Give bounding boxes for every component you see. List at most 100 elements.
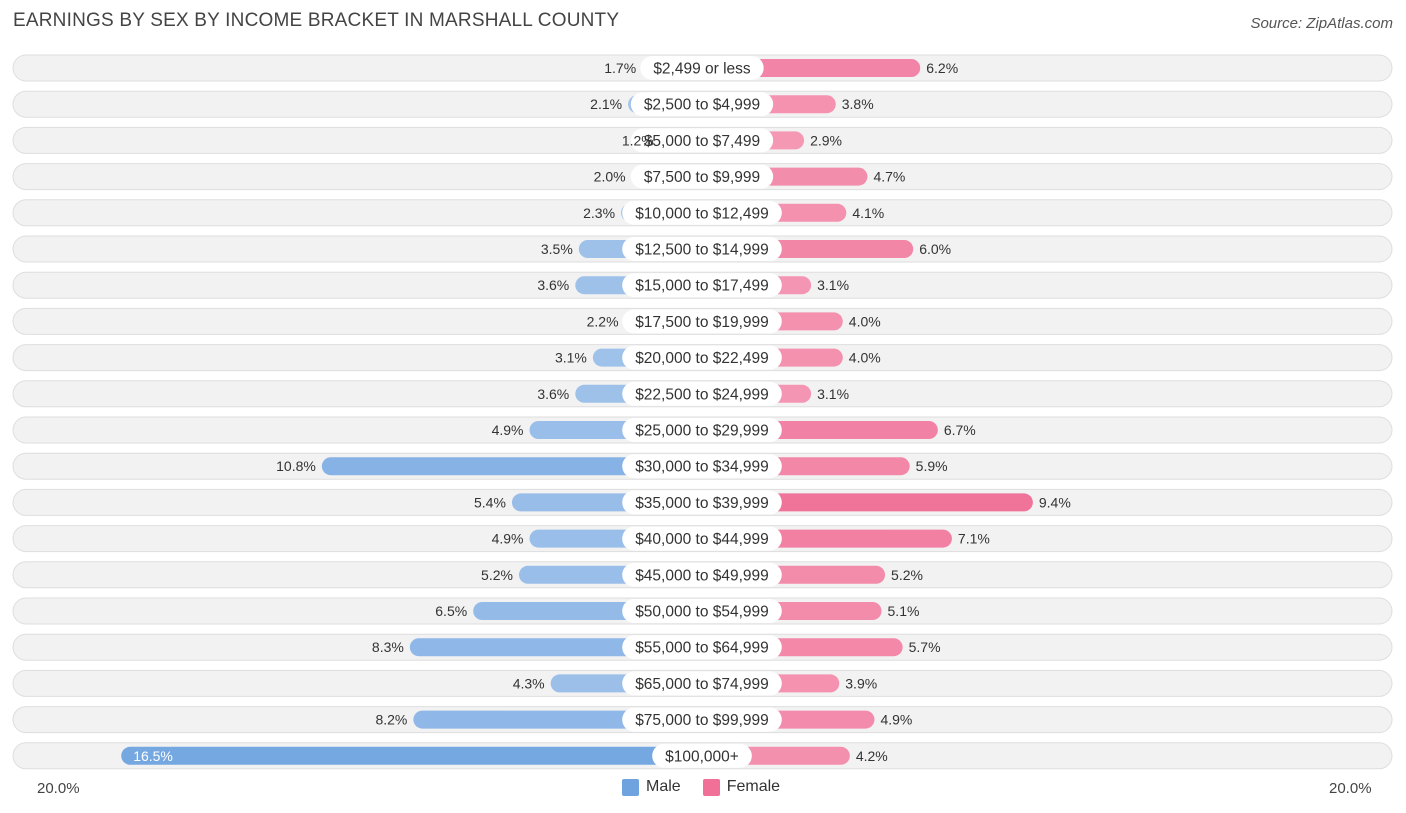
category-pill	[622, 381, 782, 406]
legend-item-female: Female	[702, 778, 781, 796]
category-label: $25,000 to $29,999	[635, 423, 769, 440]
category-pill	[622, 490, 782, 515]
bar-row: $40,000 to $44,999 4.9% 7.1%	[12, 525, 1393, 553]
male-bar	[321, 457, 702, 476]
male-value-label: 2.0%	[594, 169, 626, 185]
axis-right-label: 20.0%	[1329, 780, 1372, 797]
male-value-label: 8.3%	[372, 639, 404, 655]
category-label: $20,000 to $22,499	[635, 350, 769, 367]
category-pill	[622, 200, 782, 225]
category-pill	[630, 128, 774, 153]
female-value-label: 3.9%	[845, 675, 877, 691]
category-label: $12,500 to $14,999	[635, 242, 769, 259]
legend-swatch-female	[702, 778, 720, 796]
category-label: $7,500 to $9,999	[644, 169, 760, 186]
male-value-label: 5.4%	[474, 494, 506, 510]
category-pill	[622, 273, 782, 298]
category-pill	[640, 56, 764, 80]
category-label: $30,000 to $34,999	[635, 459, 769, 476]
axis-left-label: 20.0%	[37, 780, 80, 797]
bar-row: $30,000 to $34,999 10.8% 5.9%	[12, 452, 1393, 480]
female-value-label: 4.2%	[856, 748, 888, 764]
legend-item-male: Male	[622, 778, 681, 796]
female-value-label: 4.0%	[849, 350, 881, 366]
category-label: $75,000 to $99,999	[635, 712, 769, 729]
bar-row: $100,000+ 16.5% 4.2%	[12, 742, 1393, 770]
bar-row: $22,500 to $24,999 3.6% 3.1%	[12, 380, 1393, 408]
category-label: $100,000+	[665, 748, 739, 765]
male-bar	[121, 746, 702, 765]
female-value-label: 9.4%	[1039, 494, 1071, 510]
category-label: $45,000 to $49,999	[635, 567, 769, 584]
bar-row: $2,500 to $4,999 2.1% 3.8%	[12, 90, 1393, 118]
female-value-label: 5.9%	[916, 458, 948, 474]
female-value-label: 5.7%	[909, 639, 941, 655]
male-value-label: 3.6%	[537, 386, 569, 402]
male-value-label: 2.3%	[583, 205, 615, 221]
bar-row: $25,000 to $29,999 4.9% 6.7%	[12, 416, 1393, 444]
male-value-label: 2.1%	[590, 96, 622, 112]
male-value-label: 3.1%	[555, 350, 587, 366]
category-pill	[622, 562, 782, 587]
category-pill	[622, 454, 782, 479]
male-value-label: 2.2%	[587, 313, 619, 329]
legend-label-female: Female	[726, 778, 781, 795]
source-label: Source: ZipAtlas.com	[1250, 15, 1393, 32]
bar-row: $20,000 to $22,499 3.1% 4.0%	[12, 344, 1393, 372]
category-pill	[622, 671, 782, 696]
bar-row: $55,000 to $64,999 8.3% 5.7%	[12, 633, 1393, 661]
category-pill	[622, 237, 782, 261]
bar-row: $17,500 to $19,999 2.2% 4.0%	[12, 307, 1393, 335]
category-label: $40,000 to $44,999	[635, 531, 769, 548]
male-value-label: 8.2%	[375, 712, 407, 728]
category-label: $65,000 to $74,999	[635, 676, 769, 693]
category-pill	[652, 743, 752, 768]
male-value-label: 4.9%	[492, 422, 524, 438]
category-label: $5,000 to $7,499	[644, 133, 760, 150]
category-pill	[622, 599, 782, 623]
male-value-label: 6.5%	[435, 603, 467, 619]
bar-row: $2,499 or less 1.7% 6.2%	[12, 54, 1393, 82]
female-value-label: 5.1%	[888, 603, 920, 619]
female-value-label: 2.9%	[810, 132, 842, 148]
category-pill	[630, 164, 774, 189]
category-pill	[622, 526, 782, 551]
male-value-label: 4.9%	[492, 531, 524, 547]
male-value-label: 10.8%	[276, 458, 316, 474]
female-value-label: 5.2%	[891, 567, 923, 583]
bar-row: $15,000 to $17,499 3.6% 3.1%	[12, 271, 1393, 299]
category-label: $55,000 to $64,999	[635, 640, 769, 657]
male-value-label: 5.2%	[481, 567, 513, 583]
legend-swatch-male	[622, 778, 639, 796]
female-value-label: 3.8%	[842, 96, 874, 112]
category-label: $2,500 to $4,999	[644, 97, 760, 114]
bar-row: $10,000 to $12,499 2.3% 4.1%	[12, 199, 1393, 227]
female-value-label: 7.1%	[958, 531, 990, 547]
male-value-label: 4.3%	[513, 675, 545, 691]
category-pill	[622, 707, 782, 732]
male-value-label: 1.7%	[604, 60, 636, 76]
category-pill	[622, 345, 782, 370]
legend: Male Female	[622, 778, 780, 796]
category-pill	[622, 309, 782, 334]
bar-row: $75,000 to $99,999 8.2% 4.9%	[12, 706, 1393, 734]
legend-label-male: Male	[646, 778, 681, 795]
male-value-label: 1.2%	[622, 132, 654, 148]
bar-row: $65,000 to $74,999 4.3% 3.9%	[12, 669, 1393, 697]
category-label: $35,000 to $39,999	[635, 495, 769, 512]
female-value-label: 3.1%	[817, 277, 849, 293]
female-value-label: 4.9%	[880, 712, 912, 728]
category-label: $22,500 to $24,999	[635, 386, 769, 403]
category-pill	[622, 418, 782, 442]
category-label: $10,000 to $12,499	[635, 205, 769, 222]
bar-row: $7,500 to $9,999 2.0% 4.7%	[12, 163, 1393, 191]
chart-title: EARNINGS BY SEX BY INCOME BRACKET IN MAR…	[13, 10, 620, 31]
bar-row: $45,000 to $49,999 5.2% 5.2%	[12, 561, 1393, 589]
female-value-label: 6.7%	[944, 422, 976, 438]
female-bar	[702, 493, 1033, 512]
female-value-label: 3.1%	[817, 386, 849, 402]
bar-row: $50,000 to $54,999 6.5% 5.1%	[12, 597, 1393, 625]
female-value-label: 6.2%	[926, 60, 958, 76]
